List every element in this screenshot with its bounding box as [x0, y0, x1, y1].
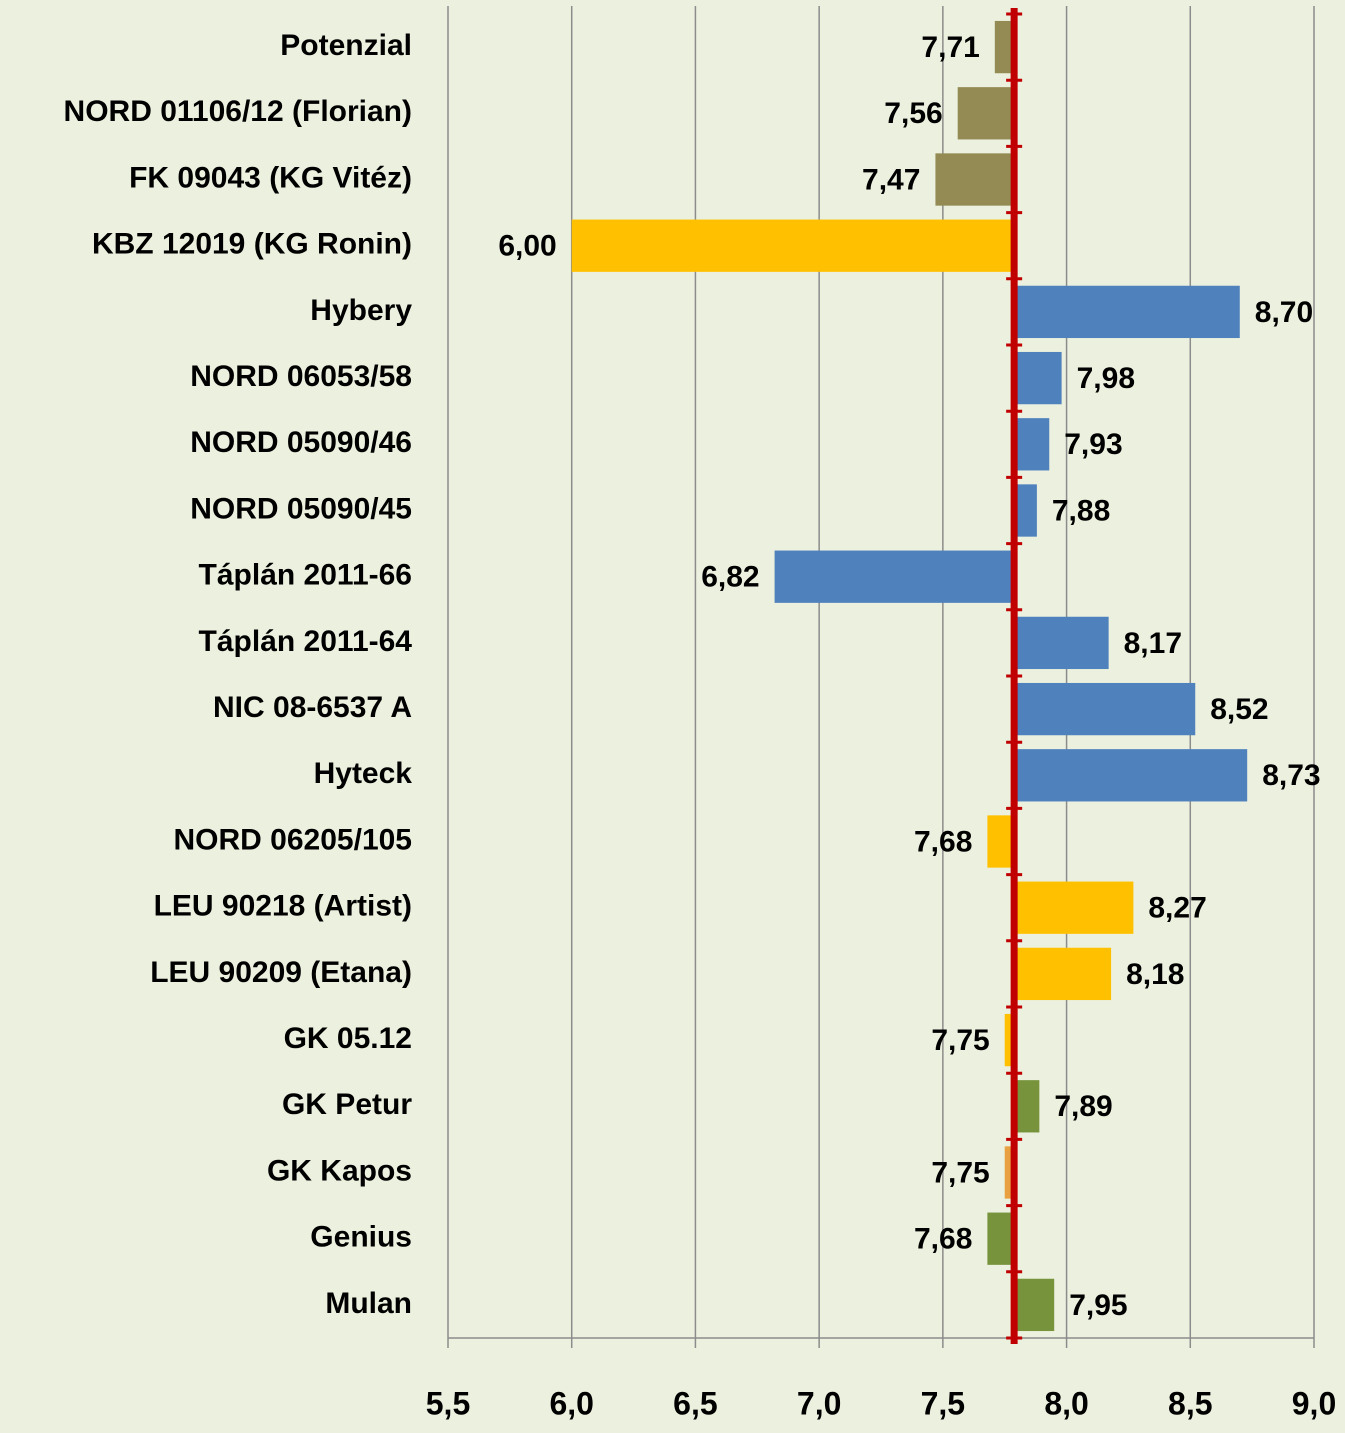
y-tick-label: Potenzial [280, 29, 412, 62]
value-label: 7,71 [921, 31, 979, 64]
value-label: 6,00 [498, 230, 556, 263]
x-tick-label: 9,0 [1292, 1385, 1336, 1421]
bar [1012, 749, 1248, 802]
bar [935, 153, 1013, 206]
y-tick-label: NORD 05090/45 [190, 492, 412, 525]
value-label: 7,56 [884, 97, 942, 130]
value-label: 8,70 [1255, 296, 1313, 329]
value-label: 8,52 [1210, 693, 1268, 726]
y-tick-label: GK Kapos [267, 1154, 412, 1187]
x-tick-label: 8,5 [1168, 1385, 1212, 1421]
y-tick-label: KBZ 12019 (KG Ronin) [92, 228, 412, 261]
y-tick-label: LEU 90209 (Etana) [150, 956, 412, 989]
value-label: 8,27 [1148, 892, 1206, 925]
value-label: 7,75 [931, 1024, 989, 1057]
bar [774, 550, 1013, 603]
value-label: 6,82 [701, 561, 759, 594]
x-tick-label: 6,5 [673, 1385, 717, 1421]
value-label: 7,88 [1052, 494, 1110, 527]
x-tick-label: 6,0 [549, 1385, 593, 1421]
x-tick-label: 5,5 [426, 1385, 470, 1421]
x-tick-label: 7,0 [797, 1385, 841, 1421]
y-tick-label: NORD 06053/58 [190, 360, 412, 393]
bar [1012, 616, 1109, 670]
bar [571, 219, 1013, 272]
y-tick-label: NORD 05090/46 [190, 426, 412, 459]
value-label: 7,75 [931, 1156, 989, 1189]
bar [1004, 1013, 1013, 1067]
y-tick-label: Táplán 2011-64 [199, 625, 413, 658]
y-tick-label: NORD 01106/12 (Florian) [64, 95, 412, 128]
value-label: 8,17 [1124, 627, 1182, 660]
bar [1012, 351, 1062, 405]
value-label: 7,98 [1077, 362, 1135, 395]
bar [987, 815, 1013, 868]
y-tick-label: Genius [310, 1221, 412, 1254]
bar [987, 1212, 1013, 1265]
bar [1012, 947, 1112, 1001]
value-label: 8,73 [1262, 759, 1320, 792]
bar [957, 87, 1013, 140]
value-label: 7,68 [914, 825, 972, 858]
x-tick-label: 8,0 [1044, 1385, 1088, 1421]
y-tick-label: Mulan [325, 1287, 412, 1320]
value-label: 8,18 [1126, 958, 1184, 991]
bar [1012, 285, 1240, 339]
bar [1004, 1146, 1013, 1199]
bar [1012, 881, 1134, 934]
x-tick-label: 7,5 [921, 1385, 965, 1421]
y-tick-label: NIC 08-6537 A [213, 691, 412, 724]
value-label: 7,95 [1069, 1289, 1127, 1322]
y-tick-label: GK 05.12 [284, 1022, 412, 1055]
value-label: 7,68 [914, 1223, 972, 1256]
y-tick-label: FK 09043 (KG Vitéz) [129, 161, 412, 194]
bar [1012, 682, 1196, 736]
value-label: 7,93 [1064, 428, 1122, 461]
y-tick-label: GK Petur [282, 1088, 412, 1121]
bar [1012, 418, 1050, 471]
value-label: 7,89 [1054, 1090, 1112, 1123]
bar [994, 20, 1013, 74]
value-label: 7,47 [862, 163, 920, 196]
y-tick-label: Táplán 2011-66 [199, 559, 412, 592]
y-tick-label: Hybery [310, 294, 412, 327]
bar [1012, 1278, 1055, 1332]
y-tick-label: LEU 90218 (Artist) [154, 890, 412, 923]
y-tick-label: NORD 06205/105 [174, 823, 412, 856]
y-tick-label: Hyteck [314, 757, 413, 790]
